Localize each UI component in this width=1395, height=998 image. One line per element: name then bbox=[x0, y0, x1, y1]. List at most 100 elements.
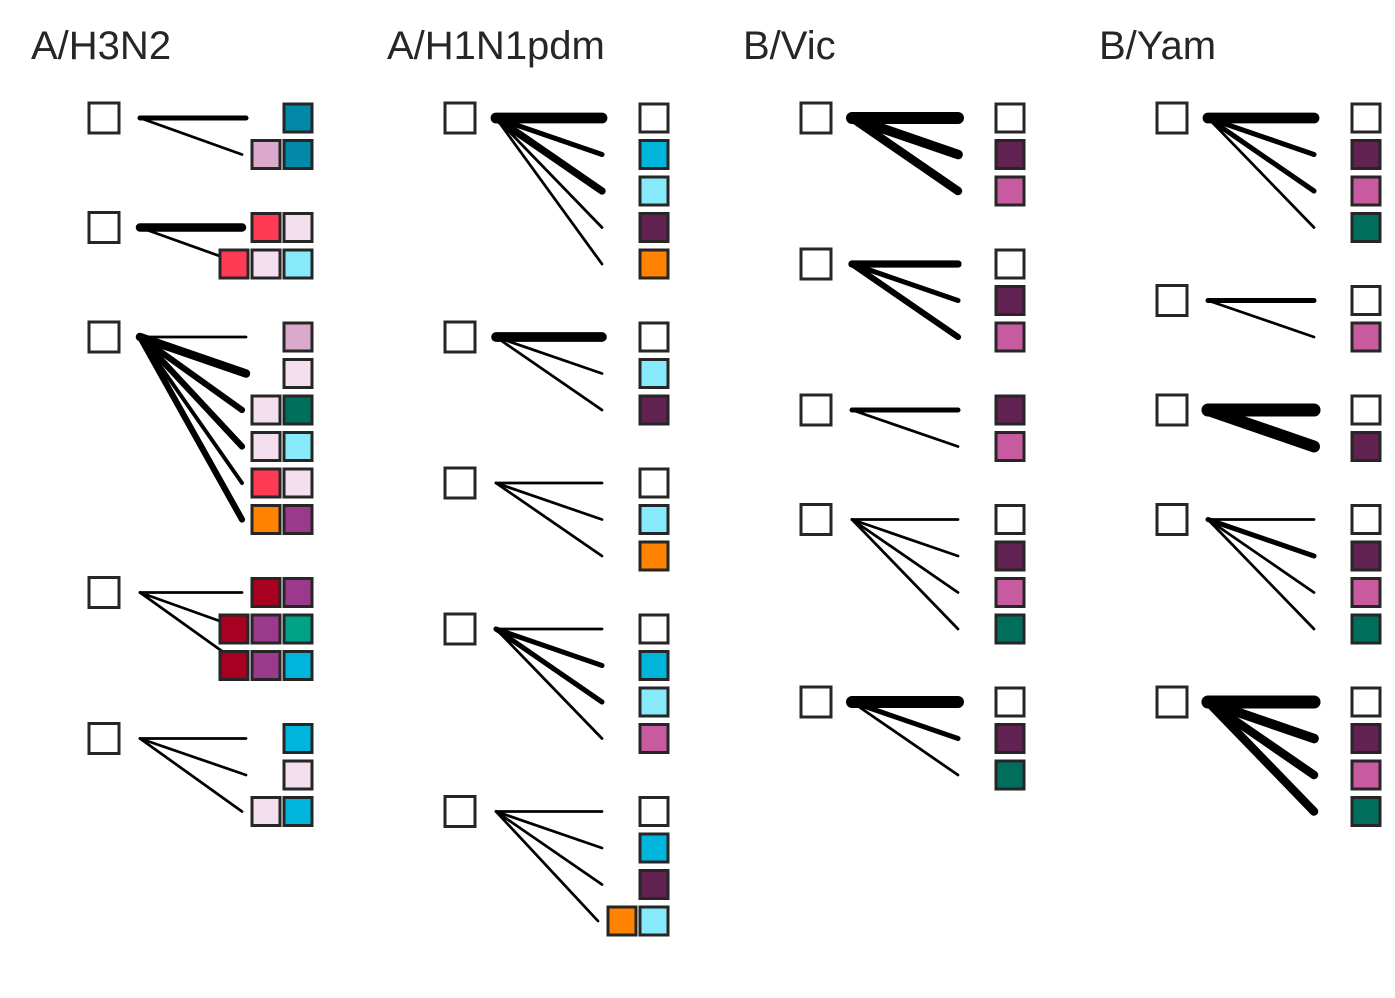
branch-line bbox=[1205, 516, 1317, 559]
child-node-cell bbox=[282, 504, 314, 535]
parent-node-box bbox=[87, 722, 121, 755]
parent-node-box bbox=[799, 101, 833, 135]
lineage-group bbox=[87, 320, 314, 535]
child-node-cell bbox=[1350, 577, 1382, 608]
branch-line bbox=[494, 810, 604, 850]
branch-line bbox=[847, 113, 963, 196]
child-node-cell bbox=[250, 577, 282, 608]
parent-node-box bbox=[443, 101, 477, 135]
branch-line bbox=[492, 114, 606, 195]
lineage-group bbox=[1155, 503, 1382, 645]
branch-line bbox=[850, 700, 960, 777]
child-node-cell bbox=[638, 394, 670, 426]
child-node-cell bbox=[250, 431, 282, 462]
branch-line bbox=[136, 333, 246, 450]
child-node-cell bbox=[282, 431, 314, 462]
parent-node-box bbox=[1155, 101, 1189, 135]
parent-node-box bbox=[1155, 284, 1189, 317]
parent-node-box bbox=[1155, 393, 1189, 427]
child-node-cell bbox=[282, 577, 314, 608]
branch-line bbox=[493, 115, 605, 158]
parent-node-box bbox=[443, 612, 477, 646]
child-node-cell bbox=[994, 248, 1026, 280]
lineage-group bbox=[1155, 393, 1382, 462]
branch-line bbox=[847, 113, 963, 160]
child-node-cell bbox=[282, 467, 314, 499]
child-node-cell bbox=[638, 358, 670, 389]
child-node-cell bbox=[638, 650, 670, 681]
parent-node-box bbox=[443, 466, 477, 500]
branch-line bbox=[138, 737, 248, 777]
child-node-cell bbox=[638, 504, 670, 535]
child-node-cell bbox=[1350, 285, 1382, 316]
lineage-group bbox=[799, 247, 1026, 353]
lineage-group bbox=[443, 466, 670, 572]
panel-title-h3n2: A/H3N2 bbox=[31, 24, 172, 68]
branch-line bbox=[494, 481, 604, 521]
branch-line bbox=[135, 332, 251, 378]
child-node-cell bbox=[994, 394, 1026, 426]
child-node-cell bbox=[638, 212, 670, 243]
child-node-cell bbox=[1350, 139, 1382, 170]
child-node-cell bbox=[282, 723, 314, 754]
lineage-group bbox=[799, 685, 1026, 791]
child-node-cell bbox=[250, 248, 282, 280]
child-node-cell bbox=[638, 102, 670, 134]
parent-node-box bbox=[443, 320, 477, 354]
lineage-group bbox=[87, 576, 314, 681]
panel-0 bbox=[87, 101, 314, 827]
child-node-cell bbox=[638, 832, 670, 864]
child-node-cell bbox=[1350, 431, 1382, 462]
child-node-cell bbox=[994, 504, 1026, 535]
child-node-cell bbox=[1350, 723, 1382, 754]
child-node-cell bbox=[282, 248, 314, 280]
child-node-cell bbox=[218, 248, 250, 280]
child-node-cell bbox=[638, 905, 670, 937]
branch-line bbox=[494, 116, 604, 229]
child-node-cell bbox=[638, 321, 670, 353]
branch-line bbox=[494, 335, 604, 375]
child-node-cell bbox=[1350, 686, 1382, 718]
panel-title-bvic: B/Vic bbox=[743, 24, 836, 68]
child-node-cell bbox=[638, 686, 670, 718]
child-node-cell bbox=[1350, 102, 1382, 134]
branch-line bbox=[1203, 697, 1319, 816]
child-node-cell bbox=[250, 650, 282, 681]
branch-line bbox=[494, 627, 604, 740]
child-node-cell bbox=[250, 394, 282, 426]
child-node-cell bbox=[994, 723, 1026, 754]
child-node-cell bbox=[638, 796, 670, 827]
parent-node-box bbox=[87, 101, 121, 135]
branch-line bbox=[850, 518, 960, 558]
child-node-cell bbox=[250, 796, 282, 827]
branch-line bbox=[494, 335, 604, 412]
child-node-cell bbox=[282, 394, 314, 426]
child-node-cell bbox=[1350, 175, 1382, 207]
child-node-cell bbox=[994, 686, 1026, 718]
branch-line bbox=[850, 518, 960, 631]
lineage-group bbox=[799, 393, 1026, 462]
child-node-cell bbox=[282, 650, 314, 681]
child-node-cell bbox=[1350, 759, 1382, 791]
child-node-cell bbox=[282, 358, 314, 389]
child-node-cell bbox=[994, 431, 1026, 462]
branch-line bbox=[1206, 116, 1316, 229]
lineage-group bbox=[87, 101, 314, 170]
parent-node-box bbox=[87, 576, 121, 609]
branch-line bbox=[138, 737, 244, 813]
child-node-cell bbox=[994, 175, 1026, 207]
child-node-cell bbox=[994, 577, 1026, 608]
child-node-cell bbox=[250, 613, 282, 645]
branch-line bbox=[493, 626, 605, 669]
lineage-group bbox=[1155, 101, 1382, 243]
lineage-group bbox=[87, 211, 314, 280]
child-node-cell bbox=[250, 212, 282, 243]
parent-node-box bbox=[1155, 685, 1189, 719]
parent-node-box bbox=[1155, 503, 1189, 536]
branch-line bbox=[1206, 518, 1316, 631]
child-node-cell bbox=[638, 248, 670, 280]
child-node-cell bbox=[638, 175, 670, 207]
child-node-cell bbox=[638, 869, 670, 900]
child-node-cell bbox=[994, 102, 1026, 134]
branch-line bbox=[1202, 404, 1320, 453]
